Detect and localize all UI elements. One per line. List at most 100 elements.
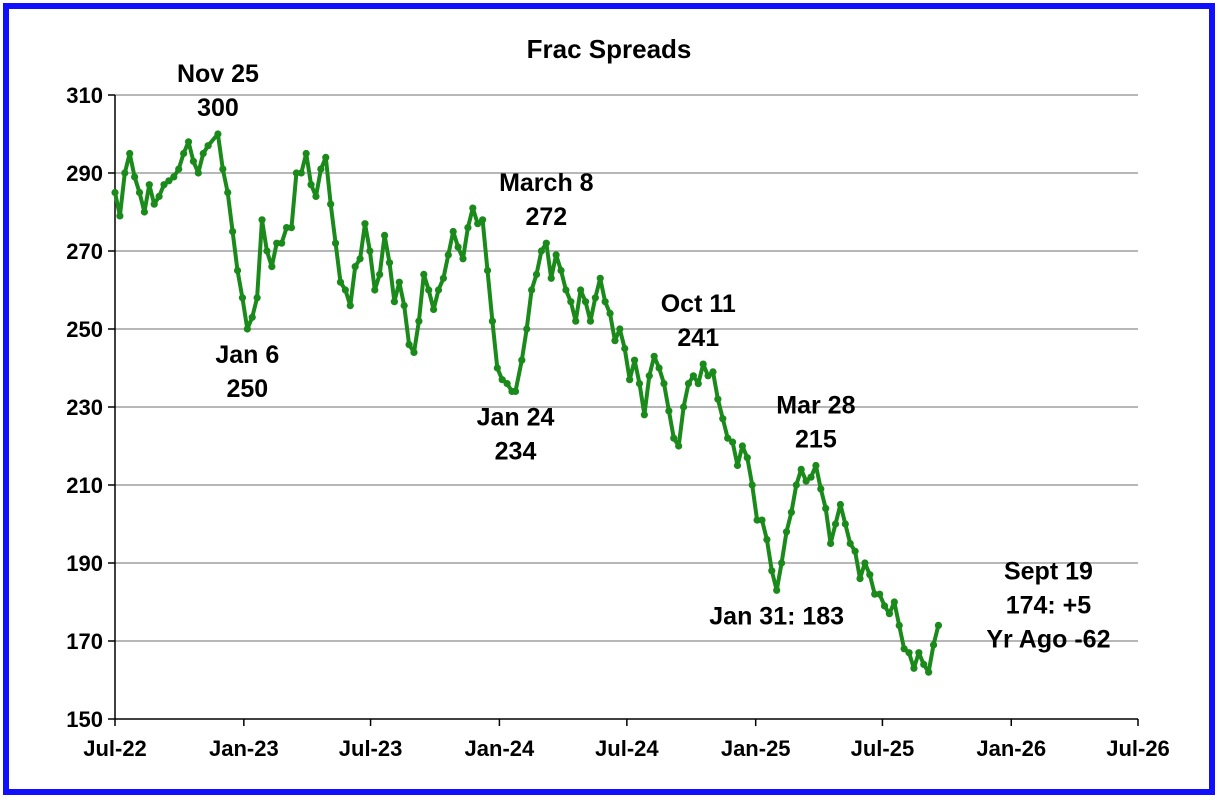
y-tick-label: 210 <box>66 473 103 498</box>
data-point <box>523 325 531 333</box>
data-point <box>410 348 418 356</box>
data-point <box>351 263 359 271</box>
data-point <box>611 337 619 345</box>
data-point <box>135 188 144 197</box>
data-point <box>194 169 202 177</box>
data-point <box>915 649 923 657</box>
data-point <box>498 376 506 384</box>
data-point <box>140 208 149 216</box>
data-point <box>371 286 379 294</box>
data-point <box>675 442 683 450</box>
annotation: Oct 11 241 <box>661 290 736 352</box>
data-point <box>532 270 541 278</box>
y-tick-label: 190 <box>66 551 103 576</box>
data-point <box>116 212 124 220</box>
annotation-label: Sept 19 <box>1004 557 1093 585</box>
data-point <box>459 255 467 263</box>
x-tick-label: Jul-25 <box>851 736 915 761</box>
data-point <box>488 317 497 325</box>
data-point <box>562 286 570 294</box>
data-point <box>380 231 389 239</box>
y-tick-label: 170 <box>66 629 103 654</box>
data-point <box>131 173 139 181</box>
data-point <box>866 571 874 579</box>
data-point <box>547 274 555 282</box>
annotation-label: Jan 31: 183 <box>709 602 844 630</box>
data-point <box>640 411 648 419</box>
data-point <box>557 266 565 275</box>
data-point <box>454 243 462 251</box>
data-point <box>856 575 864 583</box>
data-point <box>263 247 271 255</box>
data-point <box>287 224 296 232</box>
x-tick-label: Jan-24 <box>465 736 535 761</box>
x-tick-label: Jul-23 <box>339 736 403 761</box>
data-point <box>145 181 153 189</box>
data-point <box>635 380 644 388</box>
data-point <box>768 567 776 575</box>
annotation-label: 272 <box>525 203 567 231</box>
data-point <box>376 270 384 278</box>
data-point <box>626 376 634 384</box>
data-point <box>694 380 702 388</box>
data-point <box>679 403 688 411</box>
annotation-label: 300 <box>197 94 239 122</box>
data-point <box>738 442 746 450</box>
data-point <box>567 298 575 306</box>
data-point <box>336 278 345 286</box>
data-point <box>415 317 423 325</box>
data-point <box>831 520 840 528</box>
data-point <box>660 380 668 388</box>
data-point <box>704 372 712 380</box>
annotation-label: Jan 24 <box>477 403 555 431</box>
data-point <box>616 325 624 333</box>
data-point <box>699 360 707 368</box>
data-point <box>214 130 222 138</box>
data-point <box>885 610 894 618</box>
data-point <box>405 341 413 349</box>
data-point <box>895 621 903 630</box>
data-point <box>420 270 428 278</box>
data-point <box>777 559 786 567</box>
data-point <box>243 325 251 333</box>
data-point <box>925 668 933 676</box>
data-point <box>233 266 242 275</box>
data-point <box>199 149 207 158</box>
data-point <box>601 298 609 306</box>
data-point <box>366 247 374 255</box>
annotation-label: 174: +5 <box>1006 591 1092 619</box>
data-point <box>258 216 266 224</box>
data-point <box>670 434 678 442</box>
data-point <box>248 313 256 321</box>
data-point <box>655 364 663 372</box>
data-point <box>528 286 536 294</box>
data-point <box>400 302 408 310</box>
data-point <box>346 302 354 310</box>
annotation-label: Mar 28 <box>776 392 855 420</box>
annotation: Mar 28 215 <box>776 392 855 454</box>
data-point <box>464 224 472 232</box>
data-point <box>229 227 237 236</box>
data-point <box>160 181 168 189</box>
data-point <box>900 645 908 653</box>
data-point <box>743 454 751 462</box>
data-point <box>356 255 364 263</box>
data-point <box>469 204 477 212</box>
data-point <box>910 664 918 672</box>
data-point <box>542 239 550 247</box>
data-point <box>479 216 487 224</box>
data-point <box>782 528 791 536</box>
data-point <box>792 481 800 489</box>
data-point <box>630 356 639 364</box>
annotation-label: 241 <box>677 324 719 352</box>
data-point <box>121 169 129 177</box>
data-point <box>444 251 452 259</box>
data-point <box>341 286 349 294</box>
data-point <box>297 169 305 177</box>
data-point <box>689 372 697 380</box>
y-tick-labels: 150 170 190 210 230 250 270 290 310 <box>66 83 103 732</box>
data-point <box>763 536 771 544</box>
data-point <box>684 380 693 388</box>
chart-frame <box>3 3 1215 795</box>
annotation-label: March 8 <box>499 169 594 197</box>
